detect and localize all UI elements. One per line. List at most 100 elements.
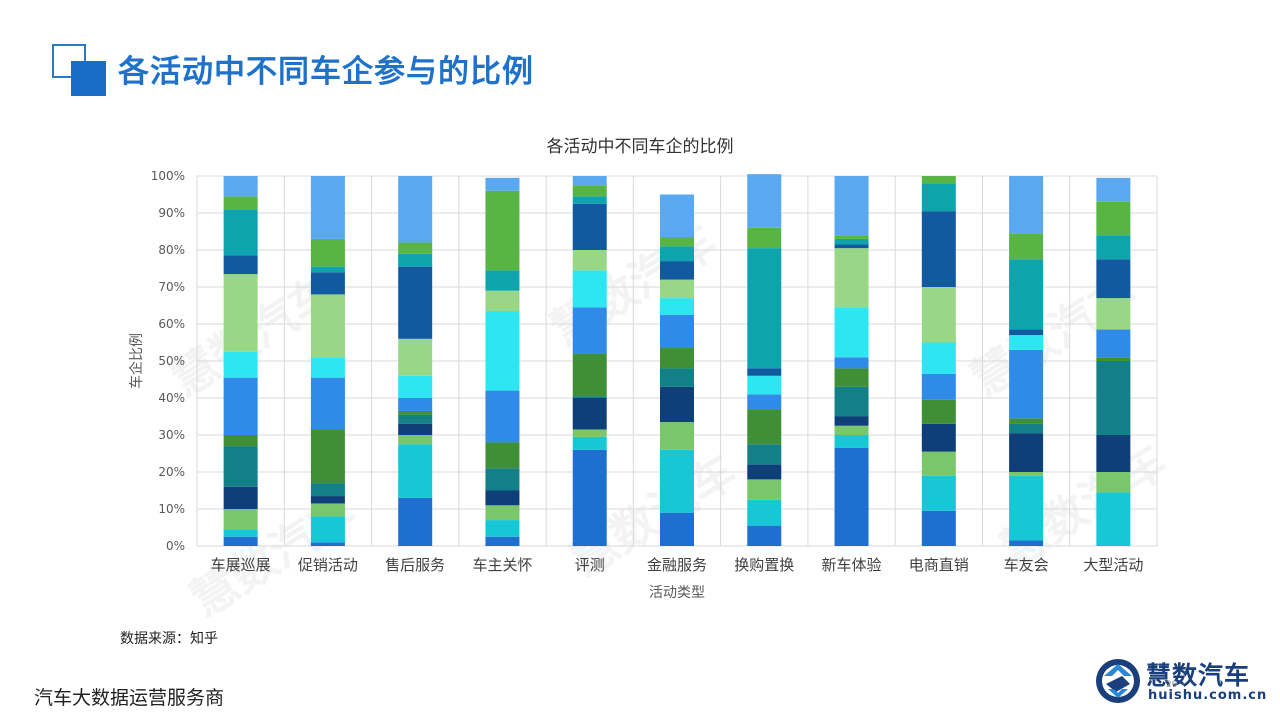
bar-segment — [572, 176, 607, 186]
x-axis-title: 活动类型 — [649, 585, 705, 601]
bar-segment — [310, 516, 345, 543]
bar-segment — [1009, 433, 1044, 472]
bar-segment — [485, 536, 520, 546]
bar-segment — [921, 451, 956, 476]
bar-segment — [660, 261, 694, 280]
bar-segment — [572, 436, 607, 450]
bar-segment — [834, 425, 869, 435]
bar-segment — [834, 357, 869, 369]
bar-segment — [660, 422, 694, 450]
bar-segment — [660, 512, 694, 546]
logo-url: huishu.com.cn — [1148, 688, 1268, 703]
y-tick-label: 10% — [158, 502, 185, 516]
bar-segment — [1096, 177, 1131, 202]
bar-segment — [1096, 201, 1131, 236]
bar-segment — [921, 287, 956, 343]
chart-title: 各活动中不同车企的比例 — [546, 137, 734, 157]
bar-segment — [485, 190, 520, 271]
y-tick-label: 30% — [158, 428, 185, 442]
bar-segment — [1009, 475, 1044, 541]
bar-segment — [747, 499, 782, 526]
bar-segment — [310, 496, 345, 504]
x-tick-label: 售后服务 — [385, 556, 445, 574]
bar-segment — [223, 509, 258, 530]
bar-segment — [834, 176, 869, 236]
bar-segment — [660, 314, 694, 349]
bar-segment — [572, 353, 607, 397]
bar-segment — [223, 435, 258, 447]
bar-segment — [572, 185, 607, 197]
bar-segment — [310, 503, 345, 517]
bar-segment — [398, 410, 433, 415]
bar-segment — [485, 177, 520, 191]
bar-segment — [1009, 259, 1044, 330]
bar-segment — [1009, 329, 1044, 336]
bar-segment — [1009, 349, 1044, 419]
bar-segment — [921, 399, 956, 424]
y-tick-label: 100% — [151, 169, 185, 183]
bar-segment — [485, 442, 520, 469]
bar-segment — [1096, 472, 1131, 493]
bar-segment — [1096, 492, 1131, 546]
bar-segment — [660, 386, 694, 423]
bar-segment — [310, 483, 345, 497]
bar-segment — [921, 475, 956, 511]
bar-segment — [660, 298, 694, 315]
huishu-logo-icon — [1096, 659, 1140, 703]
bar-segment — [921, 373, 956, 400]
bar-segment — [223, 486, 258, 509]
bar-segment — [1009, 335, 1044, 350]
bar-segment — [747, 375, 782, 395]
bar-segment — [398, 176, 433, 243]
bar-segment — [572, 398, 607, 430]
bar-segment — [660, 449, 694, 513]
bar-segment — [921, 510, 956, 546]
bar-segment — [398, 253, 433, 267]
bar-segment — [660, 348, 694, 369]
bar-segment — [398, 375, 433, 398]
bar-segment — [223, 274, 258, 352]
bar-segment — [747, 394, 782, 410]
bar-segment — [834, 248, 869, 308]
bar-segment — [834, 386, 869, 417]
bar-segment — [572, 196, 607, 204]
y-tick-label: 50% — [158, 354, 185, 368]
footer-tagline: 汽车大数据运营服务商 — [34, 687, 225, 709]
bar-segment — [398, 398, 433, 411]
x-tick-label: 促销活动 — [298, 556, 358, 574]
x-tick-label: 评测 — [575, 556, 605, 574]
bar-segment — [485, 390, 520, 443]
bar-segment — [660, 368, 694, 387]
x-tick-label: 电商直销 — [909, 556, 969, 574]
bar-segment — [834, 244, 869, 249]
bar-segment — [921, 342, 956, 374]
bar-segment — [921, 183, 956, 212]
bar-segment — [572, 270, 607, 308]
bar-segment — [398, 414, 433, 424]
bar-segment — [310, 266, 345, 273]
bar-segment — [834, 435, 869, 448]
bar-segment — [310, 377, 345, 430]
bar-segment — [223, 196, 258, 210]
x-tick-label: 金融服务 — [647, 556, 707, 574]
bar-segment — [310, 176, 345, 239]
bar-segment — [223, 351, 258, 378]
bar-segment — [1096, 435, 1131, 472]
bar-segment — [747, 409, 782, 445]
bar-segment — [921, 423, 956, 452]
bar-segment — [310, 429, 345, 484]
x-tick-label: 车友会 — [1004, 556, 1049, 574]
bar-segment — [485, 490, 520, 506]
bar-segment — [747, 464, 782, 480]
bar-segment — [398, 435, 433, 445]
bar-segment — [747, 174, 782, 228]
y-axis-title: 车企比例 — [128, 333, 145, 389]
bar-segment — [572, 449, 607, 546]
bar-segment — [834, 307, 869, 358]
y-tick-label: 20% — [158, 465, 185, 479]
bar-segment — [1009, 472, 1044, 476]
y-tick-label: 0% — [166, 539, 185, 553]
bar-segment — [834, 447, 869, 546]
bar-segment — [310, 294, 345, 358]
